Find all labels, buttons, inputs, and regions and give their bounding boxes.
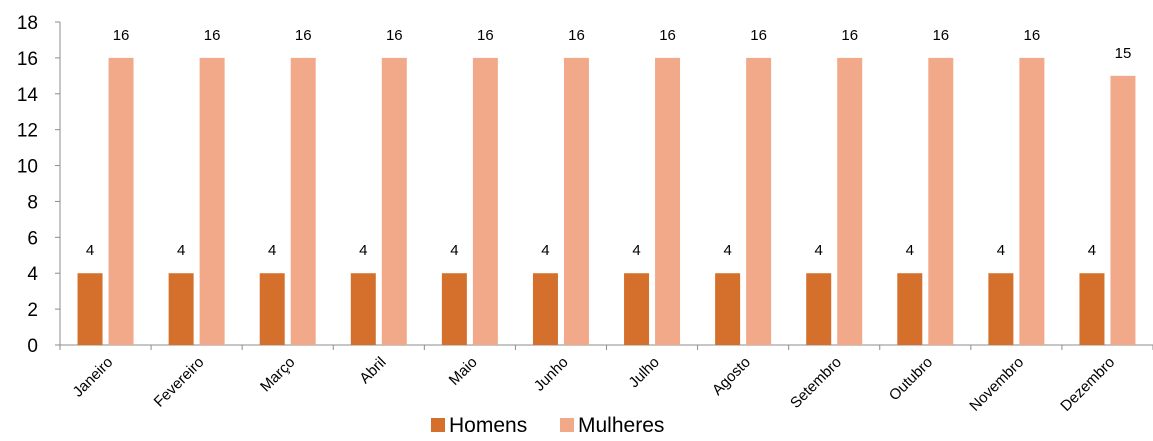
y-tick-label: 0 bbox=[27, 336, 38, 357]
x-axis: Janeiro Fevereiro Março Abril Maio Junho Julho… bbox=[59, 344, 1153, 415]
y-tick-label: 14 bbox=[17, 85, 39, 106]
bar-homens-0 bbox=[77, 273, 103, 345]
data-label: 4 bbox=[815, 242, 823, 259]
y-tick-label: 2 bbox=[27, 300, 38, 321]
x-tick-label: Maio bbox=[446, 354, 481, 389]
data-label: 4 bbox=[359, 242, 367, 259]
bar-mulheres-4 bbox=[472, 57, 498, 346]
bar-mulheres-7 bbox=[746, 57, 772, 346]
bar-mulheres-8 bbox=[837, 57, 863, 346]
bar-mulheres-10 bbox=[1019, 57, 1045, 346]
x-tick-label: Abril bbox=[356, 354, 389, 387]
y-tick-label: 12 bbox=[17, 121, 38, 142]
x-tick-label: Outubro bbox=[886, 354, 936, 404]
bar-homens-5 bbox=[532, 273, 558, 345]
bar-mulheres-6 bbox=[655, 57, 681, 346]
data-label: 16 bbox=[568, 27, 585, 44]
bar-mulheres-9 bbox=[928, 57, 954, 346]
y-tick-label: 8 bbox=[27, 192, 38, 213]
bar-homens-10 bbox=[988, 273, 1014, 345]
data-label: 16 bbox=[477, 27, 494, 44]
data-label: 4 bbox=[1088, 242, 1096, 259]
x-tick-label: Junho bbox=[531, 354, 572, 395]
data-label: 16 bbox=[295, 27, 312, 44]
data-label: 16 bbox=[386, 27, 403, 44]
bar-mulheres-5 bbox=[563, 57, 589, 346]
data-label: 4 bbox=[632, 242, 640, 259]
y-tick-label: 4 bbox=[27, 264, 38, 285]
data-label: 15 bbox=[1115, 45, 1132, 62]
y-tick-label: 18 bbox=[17, 13, 38, 34]
bar-homens-1 bbox=[168, 273, 194, 345]
data-label: 4 bbox=[86, 242, 94, 259]
data-label: 16 bbox=[841, 27, 858, 44]
bar-mulheres-0 bbox=[108, 57, 134, 346]
bar-mulheres-2 bbox=[290, 57, 316, 346]
legend-swatch-homens bbox=[431, 418, 445, 432]
data-label: 4 bbox=[997, 242, 1005, 259]
bar-mulheres-3 bbox=[381, 57, 407, 346]
x-tick-label: Agosto bbox=[709, 354, 754, 399]
data-label: 16 bbox=[113, 27, 130, 44]
bar-homens-2 bbox=[259, 273, 285, 345]
data-labels: 4 16 4 16 4 16 4 16 4 16 4 16 4 16 4 16 4 16 4 16 4 16 4 15 bbox=[86, 27, 1131, 259]
y-tick-label: 6 bbox=[27, 228, 38, 249]
bar-homens-11 bbox=[1079, 273, 1105, 345]
data-label: 16 bbox=[659, 27, 676, 44]
legend-label-homens: Homens bbox=[449, 414, 527, 437]
y-tick-label: 10 bbox=[17, 157, 38, 178]
x-tick-label: Novembro bbox=[966, 354, 1027, 415]
y-tick-label: 16 bbox=[17, 49, 38, 70]
data-label: 16 bbox=[932, 27, 949, 44]
bar-homens-9 bbox=[897, 273, 923, 345]
data-label: 4 bbox=[906, 242, 914, 259]
x-tick-label: Fevereiro bbox=[151, 354, 208, 411]
legend-label-mulheres: Mulheres bbox=[578, 414, 664, 437]
data-label: 4 bbox=[723, 242, 731, 259]
x-tick-label: Março bbox=[257, 354, 298, 395]
bar-homens-3 bbox=[350, 273, 376, 345]
legend: Homens Mulheres bbox=[431, 414, 664, 437]
bar-homens-4 bbox=[441, 273, 467, 345]
data-label: 4 bbox=[450, 242, 458, 259]
x-tick-label: Julho bbox=[625, 354, 662, 391]
legend-swatch-mulheres bbox=[560, 418, 574, 432]
data-label: 4 bbox=[541, 242, 549, 259]
data-label: 16 bbox=[1024, 27, 1041, 44]
bar-mulheres-1 bbox=[199, 57, 225, 346]
bar-homens-6 bbox=[624, 273, 650, 345]
bar-mulheres-11 bbox=[1110, 75, 1136, 345]
bar-homens-8 bbox=[806, 273, 832, 345]
x-tick-label: Janeiro bbox=[70, 354, 117, 401]
data-label: 16 bbox=[204, 27, 221, 44]
x-tick-label: Setembro bbox=[787, 354, 845, 412]
bars bbox=[77, 57, 1136, 346]
data-label: 4 bbox=[177, 242, 185, 259]
y-axis: 0 2 4 6 8 10 12 14 16 18 bbox=[17, 13, 61, 357]
data-label: 16 bbox=[750, 27, 767, 44]
bar-homens-7 bbox=[715, 273, 741, 345]
x-tick-label: Dezembro bbox=[1057, 354, 1118, 415]
data-label: 4 bbox=[268, 242, 276, 259]
